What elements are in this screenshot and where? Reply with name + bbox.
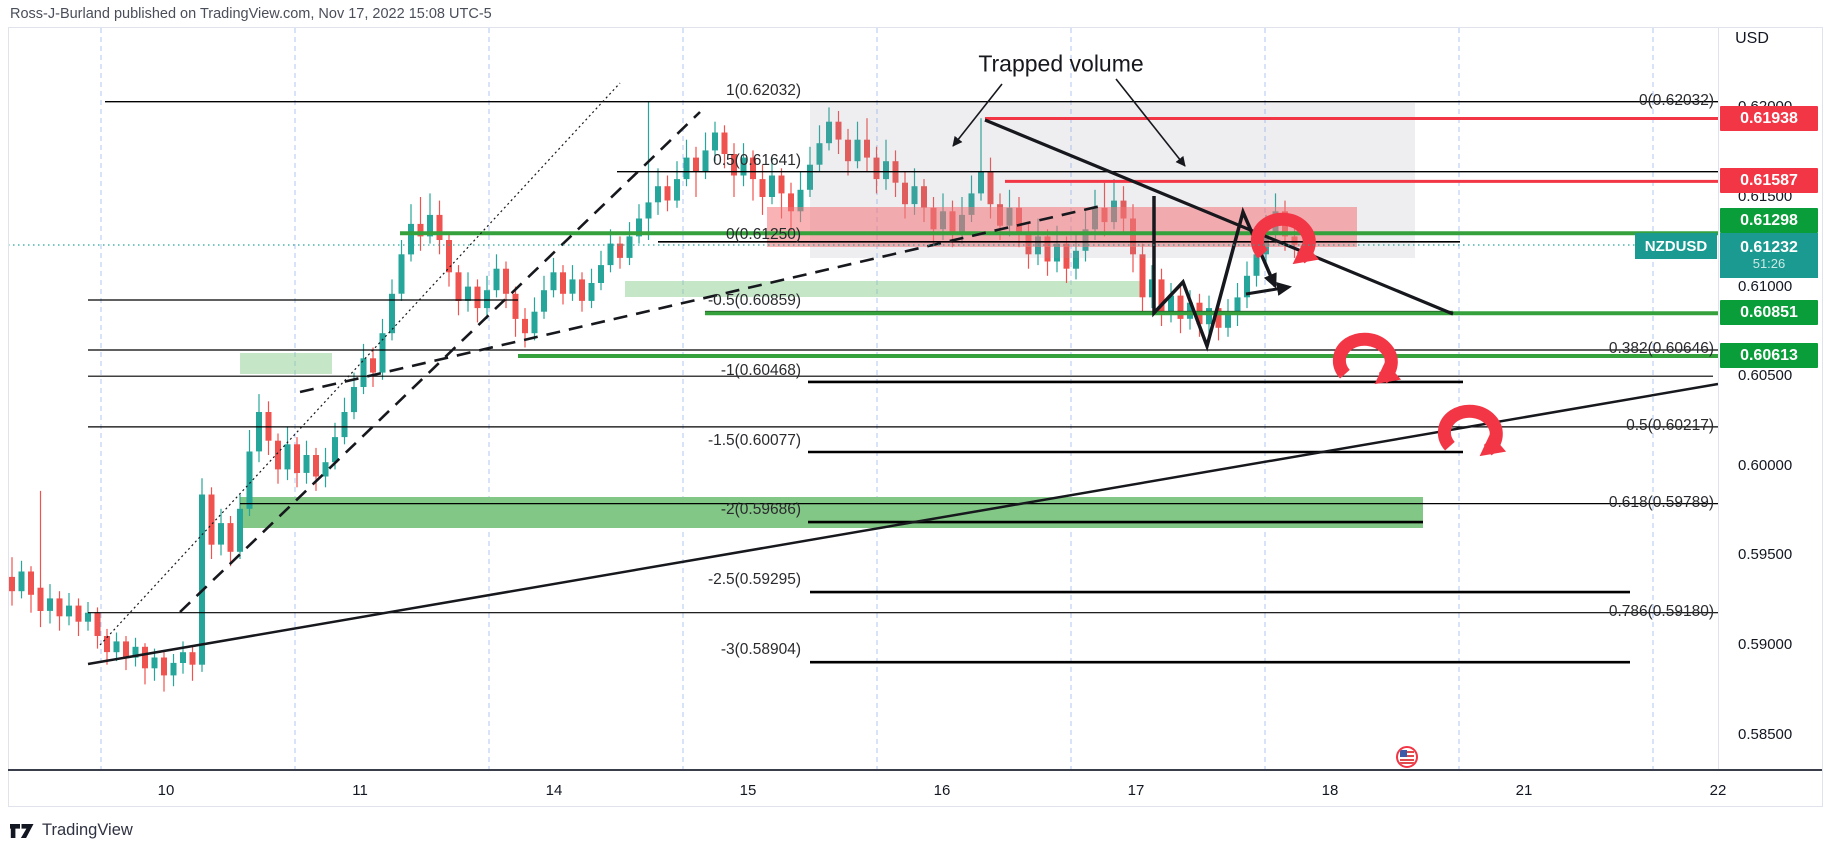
price-axis-separator[interactable] — [1718, 27, 1719, 770]
footer-attribution: TradingView — [10, 821, 133, 840]
time-axis-label: 16 — [933, 782, 951, 799]
us-flag-glyph — [1400, 750, 1414, 764]
fib-extension-label: -0.5(0.60859) — [707, 292, 801, 309]
fib-extension-label: -2(0.59686) — [720, 501, 801, 518]
price-axis-tick: 0.60500 — [1738, 367, 1793, 384]
time-axis-label: 22 — [1709, 782, 1727, 799]
price-level-badge: 0.60613 — [1720, 343, 1818, 368]
price-axis-tick: 0.58500 — [1738, 726, 1793, 743]
fib-retracement-label: 0(0.62032) — [1639, 92, 1714, 109]
fib-retracement-label: 0.5(0.60217) — [1626, 417, 1714, 434]
price-axis-tick: 0.59500 — [1738, 546, 1793, 563]
price-axis-tick: 0.61000 — [1738, 278, 1793, 295]
current-price-value: 0.61232 — [1740, 238, 1798, 256]
time-axis-line — [8, 769, 1822, 771]
fib-extension-label: -1.5(0.60077) — [707, 432, 801, 449]
price-level-badge: 0.61587 — [1720, 168, 1818, 193]
current-price-badge: 0.61232 51:26 — [1720, 233, 1818, 278]
time-axis-label: 18 — [1321, 782, 1339, 799]
attribution-text: Ross-J-Burland published on TradingView.… — [10, 6, 492, 22]
currency-label: USD — [1735, 30, 1769, 47]
symbol-badge: NZDUSD — [1635, 233, 1717, 259]
fib-extension-label: -3(0.58904) — [720, 641, 801, 658]
price-level-badge: 0.61298 — [1720, 208, 1818, 233]
price-level-badge: 0.60851 — [1720, 300, 1818, 325]
fib-extension-label: -2.5(0.59295) — [707, 571, 801, 588]
price-axis-tick: 0.59000 — [1738, 636, 1793, 653]
fib-retracement-label: 0.382(0.60646) — [1608, 340, 1714, 357]
price-axis-tick: 0.60000 — [1738, 457, 1793, 474]
price-level-badge: 0.61938 — [1720, 106, 1818, 131]
time-axis-label: 21 — [1515, 782, 1533, 799]
tradingview-logo-icon — [10, 823, 34, 838]
time-axis-label: 14 — [545, 782, 563, 799]
fib-retracement-label: 0.618(0.59789) — [1608, 494, 1714, 511]
time-axis-label: 15 — [739, 782, 757, 799]
chart-border-right — [1822, 27, 1823, 807]
chart-border-top — [8, 27, 1822, 28]
time-axis-label: 10 — [157, 782, 175, 799]
fib-extension-label: 0(0.61250) — [726, 226, 801, 243]
fib-extension-label: 0.5(0.61641) — [713, 152, 801, 169]
fib-extension-label: -1(0.60468) — [720, 362, 801, 379]
chart-border-bottom — [8, 806, 1822, 807]
tradingview-brand-text: TradingView — [42, 821, 133, 839]
time-axis-label: 17 — [1127, 782, 1145, 799]
us-flag-event-icon[interactable] — [1396, 746, 1418, 768]
fib-extension-label: 1(0.62032) — [726, 82, 801, 99]
time-axis-label: 11 — [352, 782, 368, 799]
trapped-volume-label: Trapped volume — [978, 50, 1144, 77]
bar-countdown: 51:26 — [1752, 256, 1786, 272]
fib-retracement-label: 0.786(0.59180) — [1608, 603, 1714, 620]
chart-border-left — [8, 27, 9, 807]
